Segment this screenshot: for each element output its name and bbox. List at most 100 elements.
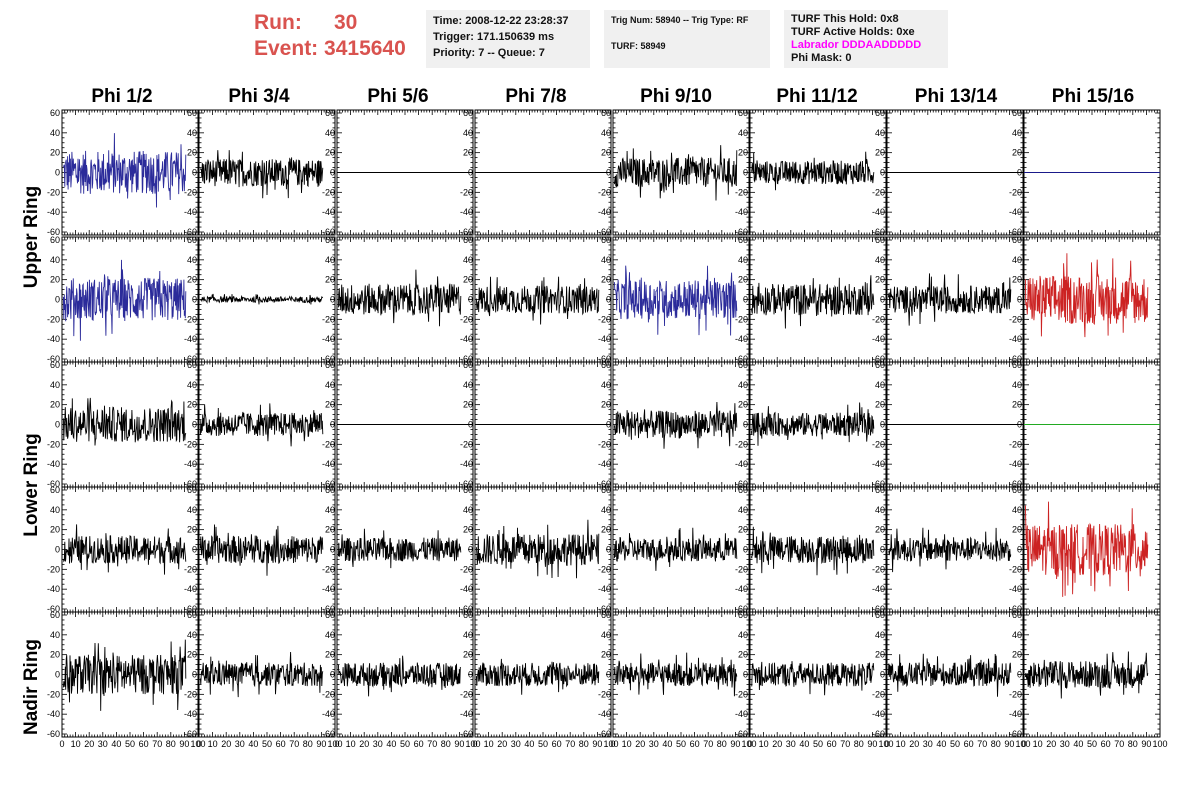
y-tick-label: 40 bbox=[738, 255, 748, 265]
y-tick-label: 40 bbox=[50, 380, 60, 390]
y-tick-label: 20 bbox=[738, 275, 748, 285]
y-tick-label: 40 bbox=[187, 255, 197, 265]
y-tick-label: 60 bbox=[875, 235, 885, 245]
y-tick-label: 40 bbox=[875, 380, 885, 390]
y-tick-label: 40 bbox=[738, 505, 748, 515]
y-tick-label: 40 bbox=[738, 128, 748, 138]
y-tick-label: -40 bbox=[735, 207, 748, 217]
y-tick-label: -20 bbox=[598, 564, 611, 574]
y-tick-label: -40 bbox=[184, 584, 197, 594]
y-tick-label: 60 bbox=[325, 235, 335, 245]
y-tick-label: -40 bbox=[598, 207, 611, 217]
y-tick-label: 0 bbox=[468, 545, 473, 555]
y-tick-label: -40 bbox=[184, 459, 197, 469]
y-tick-label: -40 bbox=[872, 459, 885, 469]
y-tick-label: -40 bbox=[460, 334, 473, 344]
y-tick-label: -40 bbox=[47, 207, 60, 217]
y-tick-label: -40 bbox=[322, 207, 335, 217]
y-tick-label: 40 bbox=[187, 505, 197, 515]
y-tick-label: 60 bbox=[50, 235, 60, 245]
y-tick-label: 40 bbox=[463, 128, 473, 138]
y-tick-label: -20 bbox=[184, 564, 197, 574]
y-tick-label: 60 bbox=[50, 360, 60, 370]
y-tick-label: -20 bbox=[322, 187, 335, 197]
y-tick-label: 40 bbox=[601, 505, 611, 515]
y-tick-label: -40 bbox=[184, 334, 197, 344]
y-tick-label: -20 bbox=[47, 564, 60, 574]
y-tick-label: 60 bbox=[1012, 360, 1022, 370]
y-tick-label: 20 bbox=[50, 400, 60, 410]
y-tick-label: 20 bbox=[50, 525, 60, 535]
y-tick-label: -40 bbox=[1009, 459, 1022, 469]
y-tick-label: 0 bbox=[468, 420, 473, 430]
y-tick-label: 60 bbox=[187, 485, 197, 495]
y-tick-label: -40 bbox=[872, 334, 885, 344]
y-tick-label: 0 bbox=[606, 545, 611, 555]
y-tick-label: 0 bbox=[192, 545, 197, 555]
y-tick-label: -40 bbox=[872, 584, 885, 594]
y-tick-label: -20 bbox=[322, 564, 335, 574]
y-tick-label: 0 bbox=[468, 295, 473, 305]
y-tick-label: -40 bbox=[598, 584, 611, 594]
y-tick-label: 0 bbox=[880, 545, 885, 555]
y-tick-label: -40 bbox=[460, 584, 473, 594]
y-tick-label: 20 bbox=[325, 525, 335, 535]
y-tick-label: 20 bbox=[50, 275, 60, 285]
y-tick-label: 0 bbox=[1017, 420, 1022, 430]
y-tick-label: 60 bbox=[601, 485, 611, 495]
y-tick-label: 60 bbox=[738, 108, 748, 118]
y-tick-label: 60 bbox=[50, 108, 60, 118]
y-tick-label: 60 bbox=[463, 485, 473, 495]
y-tick-label: 0 bbox=[606, 295, 611, 305]
y-tick-label: 40 bbox=[463, 505, 473, 515]
y-tick-label: -40 bbox=[1009, 334, 1022, 344]
y-tick-label: 60 bbox=[187, 235, 197, 245]
y-tick-label: 40 bbox=[1012, 128, 1022, 138]
y-tick-label: 0 bbox=[880, 168, 885, 178]
y-tick-label: 0 bbox=[1017, 168, 1022, 178]
y-tick-label: 40 bbox=[1012, 255, 1022, 265]
y-tick-label: 0 bbox=[55, 420, 60, 430]
y-tick-label: 60 bbox=[875, 108, 885, 118]
y-tick-label: -40 bbox=[460, 207, 473, 217]
y-tick-label: 20 bbox=[463, 275, 473, 285]
y-tick-label: 60 bbox=[463, 360, 473, 370]
y-tick-label: 20 bbox=[325, 400, 335, 410]
y-tick-label: 40 bbox=[50, 128, 60, 138]
y-tick-label: -20 bbox=[322, 314, 335, 324]
y-tick-label: -20 bbox=[872, 439, 885, 449]
y-tick-label: 40 bbox=[875, 255, 885, 265]
y-tick-label: -20 bbox=[460, 187, 473, 197]
y-tick-label: 0 bbox=[192, 295, 197, 305]
y-tick-label: -20 bbox=[598, 439, 611, 449]
y-tick-label: -40 bbox=[735, 584, 748, 594]
y-tick-label: 0 bbox=[55, 295, 60, 305]
y-tick-label: 40 bbox=[50, 505, 60, 515]
y-tick-label: 60 bbox=[738, 235, 748, 245]
y-tick-label: 0 bbox=[55, 545, 60, 555]
y-tick-label: -20 bbox=[872, 314, 885, 324]
y-tick-label: 60 bbox=[738, 360, 748, 370]
y-tick-label: -40 bbox=[1009, 207, 1022, 217]
y-tick-label: 0 bbox=[606, 168, 611, 178]
y-tick-label: 60 bbox=[325, 360, 335, 370]
y-tick-label: 20 bbox=[738, 525, 748, 535]
y-tick-label: -40 bbox=[735, 334, 748, 344]
y-tick-label: 20 bbox=[463, 400, 473, 410]
